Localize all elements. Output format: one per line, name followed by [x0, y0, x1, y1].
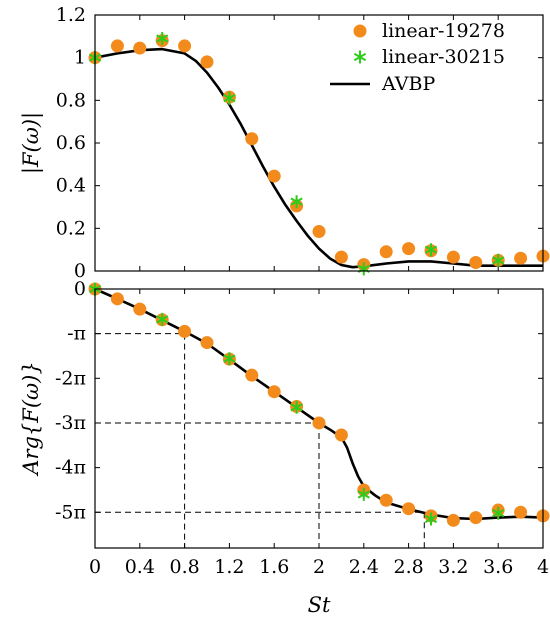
magnitude-axis-label: |F(ω)| [19, 112, 44, 174]
x-tick-label: 1.6 [259, 556, 289, 578]
top-avbp-line [94, 47, 543, 269]
top-point-linear-19278 [446, 250, 460, 264]
y-tick-label: -4π [55, 457, 86, 479]
bottom-point-linear-19278 [200, 336, 214, 350]
legend-label-linear-30215: linear-30215 [382, 46, 505, 68]
top-point-linear-19278 [110, 39, 124, 53]
x-tick-label: 4 [537, 556, 549, 578]
top-point-linear-30215 [223, 91, 236, 105]
bottom-point-linear-19278 [267, 385, 281, 399]
x-tick-label: 2 [313, 556, 325, 578]
legend-marker-linear-19278 [353, 24, 367, 38]
top-point-linear-30215 [492, 253, 505, 267]
top-point-linear-30215 [156, 32, 169, 45]
x-tick-label: 3.2 [438, 556, 468, 578]
y-tick-label: 0.6 [56, 132, 86, 154]
bottom-point-linear-30215 [424, 512, 438, 526]
bottom-point-linear-19278 [133, 302, 147, 316]
magnitude-plot-frame [94, 14, 544, 272]
bottom-point-linear-30215 [223, 352, 236, 366]
top-point-linear-19278 [334, 250, 348, 264]
y-tick-label: 0.2 [56, 217, 86, 239]
top-point-linear-19278 [379, 245, 393, 259]
magnitude-panel: 0 0.2 0.4 0.6 0.8 1 1.2 linear-19278 linear-3021… [56, 4, 550, 282]
legend-label-avbp: AVBP [381, 73, 435, 95]
bottom-point-linear-30215 [290, 400, 303, 414]
x-tick-label: 2.8 [393, 556, 423, 578]
bottom-point-linear-19278 [469, 511, 483, 525]
x-tick-label: 2.4 [349, 556, 379, 578]
y-tick-label: 1 [74, 47, 86, 69]
bottom-point-linear-19278 [402, 502, 416, 516]
y-tick-label: -3π [55, 412, 86, 434]
top-point-linear-30215 [290, 195, 303, 209]
bottom-point-linear-19278 [334, 428, 348, 442]
y-tick-label: 0.4 [56, 175, 86, 197]
phase-panel: 0 -π -2π -3π -4π -5π 0 0.4 0.8 1.2 1.6 2 2.4 2.8 3.2 3.… [55, 278, 550, 578]
y-tick-label: -π [67, 323, 86, 345]
y-tick-label: -2π [55, 367, 86, 389]
top-point-linear-19278 [200, 55, 214, 69]
bottom-point-linear-19278 [178, 324, 192, 338]
legend-label-linear-19278: linear-19278 [382, 20, 505, 42]
top-point-linear-19278 [178, 39, 192, 53]
bottom-point-linear-30215 [492, 506, 505, 520]
bottom-point-linear-30215 [357, 487, 370, 501]
top-point-linear-19278 [245, 132, 259, 146]
legend-marker-linear-30215 [353, 50, 367, 64]
y-tick-label: 0 [74, 260, 86, 282]
bottom-point-linear-19278 [446, 513, 460, 527]
bottom-point-linear-19278 [110, 292, 124, 306]
top-point-linear-19278 [402, 242, 416, 256]
top-point-linear-30215 [424, 243, 438, 257]
x-tick-label: 0 [89, 556, 101, 578]
bottom-point-linear-19278 [514, 505, 528, 519]
top-point-linear-19278 [267, 169, 281, 183]
y-tick-label: -5π [55, 501, 86, 523]
x-axis-label: St [308, 593, 331, 617]
y-tick-label: 0.8 [56, 89, 86, 111]
top-point-linear-19278 [133, 41, 147, 55]
phase-axis-label: Arg{F(ω)} [19, 361, 43, 476]
top-point-linear-19278 [312, 225, 326, 239]
x-tick-label: 0.4 [125, 556, 155, 578]
bottom-point-linear-19278 [379, 493, 393, 507]
legend: linear-19278 linear-30215 AVBP [330, 20, 505, 95]
x-tick-label: 3.6 [483, 556, 513, 578]
bottom-point-linear-19278 [245, 368, 259, 382]
y-tick-label: 0 [74, 278, 86, 300]
bottom-point-linear-19278 [312, 416, 326, 430]
x-tick-label: 0.8 [169, 556, 199, 578]
y-tick-label: 1.2 [56, 4, 86, 26]
top-point-linear-19278 [469, 255, 483, 269]
bottom-point-linear-30215 [156, 312, 169, 326]
phase-plot-frame [94, 288, 544, 549]
top-point-linear-19278 [514, 251, 528, 265]
x-tick-label: 1.2 [214, 556, 244, 578]
